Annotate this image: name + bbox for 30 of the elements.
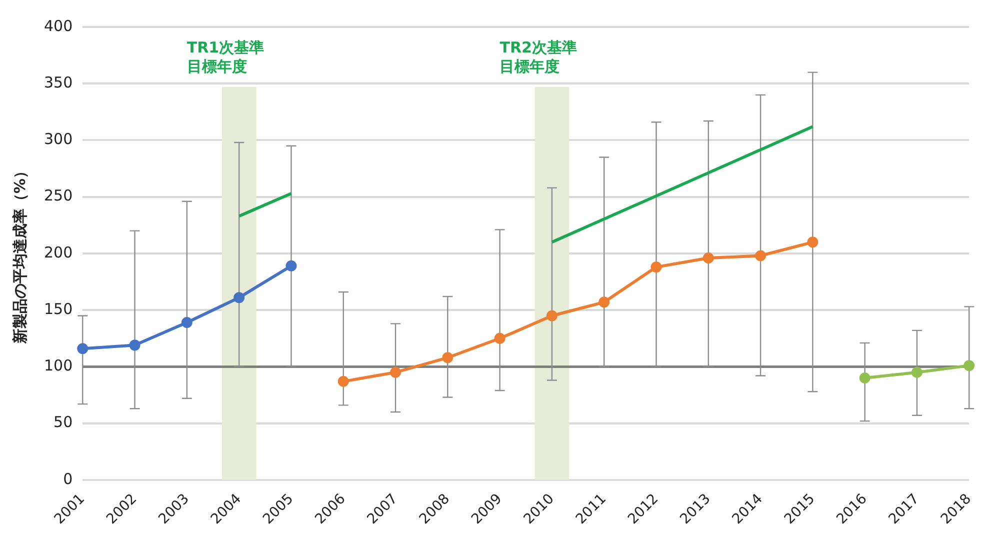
y-tick-label: 0 xyxy=(63,470,73,488)
point xyxy=(755,250,766,262)
y-tick-label: 50 xyxy=(54,413,73,432)
point xyxy=(234,292,245,304)
y-tick-label: 400 xyxy=(44,16,73,35)
y-tick-label: 300 xyxy=(44,130,73,148)
point xyxy=(964,360,975,372)
point xyxy=(286,260,297,272)
point xyxy=(181,317,192,328)
point xyxy=(911,366,922,378)
point xyxy=(338,376,349,387)
y-tick-label: 100 xyxy=(44,356,73,375)
point xyxy=(807,236,818,248)
point xyxy=(650,262,662,273)
point xyxy=(598,296,610,308)
point xyxy=(442,352,454,364)
y-tick-label: 350 xyxy=(44,74,73,92)
point xyxy=(546,310,558,322)
y-axis-title: 新製品の平均達成率（%） xyxy=(10,163,29,344)
band-label: TR2次基準目標年度 xyxy=(500,38,577,76)
y-tick-label: 150 xyxy=(44,300,73,318)
point xyxy=(859,372,870,384)
point xyxy=(390,366,402,378)
band-label: TR1次基準目標年度 xyxy=(186,38,264,76)
point xyxy=(702,252,714,264)
point xyxy=(77,343,88,354)
point xyxy=(129,340,140,351)
y-tick-label: 200 xyxy=(44,243,73,262)
point xyxy=(494,332,506,344)
y-tick-label: 250 xyxy=(44,186,73,205)
